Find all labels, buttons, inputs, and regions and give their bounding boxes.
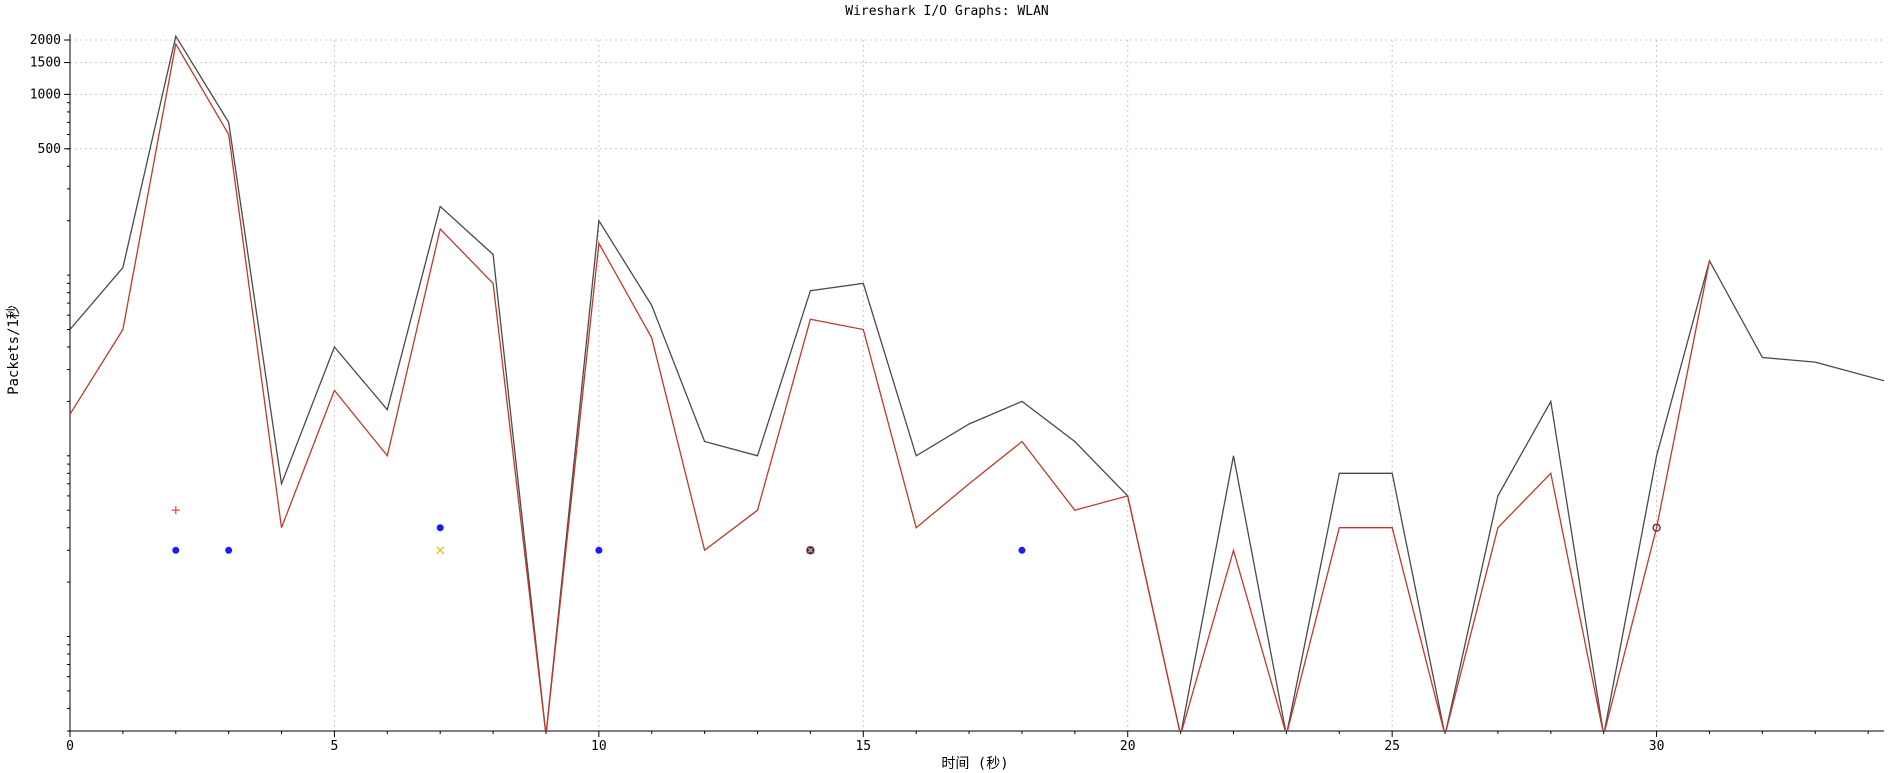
data-point-cross [436, 546, 445, 555]
x-tick-label: 20 [1120, 739, 1136, 754]
x-axis-label: 时间 (秒) [941, 756, 1008, 772]
data-point-dot [172, 546, 180, 554]
x-tick-label: 15 [855, 739, 871, 754]
y-tick-label: 1500 [30, 56, 61, 71]
data-point-circle [806, 546, 815, 555]
y-tick-label: 2000 [30, 33, 61, 48]
x-tick-label: 10 [591, 739, 607, 754]
marker-group [171, 506, 1661, 555]
data-point-dot [1018, 546, 1026, 554]
data-point-dot [436, 524, 444, 532]
chart-title: Wireshark I/O Graphs: WLAN [845, 4, 1049, 19]
x-tick-label: 30 [1649, 739, 1665, 754]
data-point-circle [1652, 523, 1661, 532]
series-line-1 [70, 42, 1711, 731]
y-tick-label: 500 [38, 142, 61, 157]
series-group [70, 34, 1884, 731]
x-tick-label: 0 [66, 739, 74, 754]
y-axis-label: Packets/1秒 [6, 305, 22, 395]
data-point-dot [225, 546, 233, 554]
axes: 0 5 10 15 20 25 30 500 1000 1500 2000 [30, 33, 1884, 754]
y-tick-label: 1000 [30, 87, 61, 102]
data-point-plus [171, 506, 180, 515]
grid [69, 39, 1884, 731]
x-tick-label: 5 [331, 739, 339, 754]
x-tick-label: 25 [1384, 739, 1400, 754]
data-point-dot [595, 546, 603, 554]
series-line-0 [70, 34, 1884, 731]
